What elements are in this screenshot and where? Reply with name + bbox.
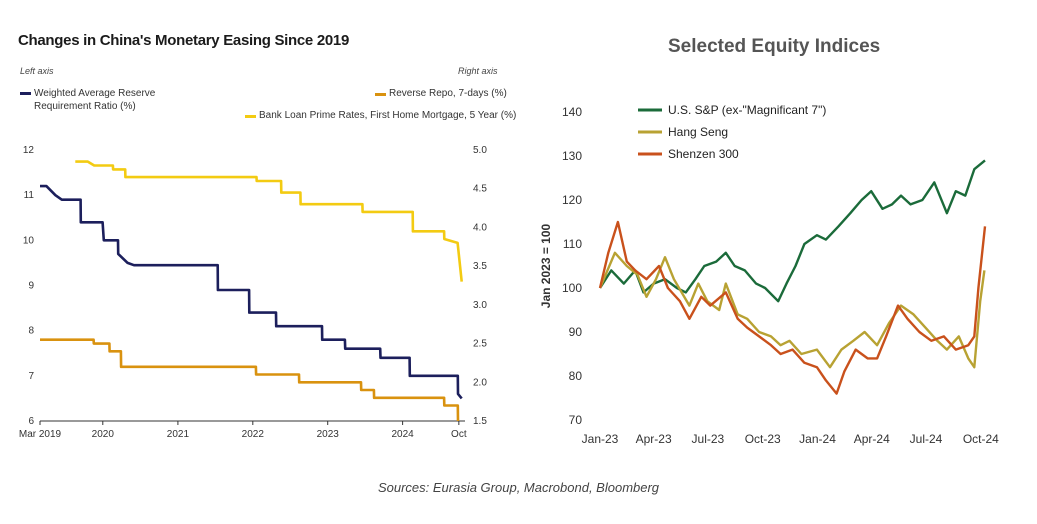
left-y-tick-label: 9	[28, 281, 34, 292]
legend-item-rrr: Weighted Average Reserve Requirement Rat…	[20, 87, 184, 113]
legend-label-lpr: Bank Loan Prime Rates, First Home Mortga…	[259, 110, 517, 121]
legend-swatch-lpr	[245, 115, 256, 118]
y-tick-label: 110	[563, 237, 582, 251]
y-tick-label: 100	[562, 281, 582, 295]
x-tick-label: Mar 2019	[19, 429, 62, 440]
legend-label-rrr: Weighted Average Reserve Requirement Rat…	[34, 88, 156, 112]
right-y-tick-label: 2.0	[473, 377, 487, 388]
x-tick-label: 2022	[242, 429, 265, 440]
x-tick-label: Jan-24	[799, 432, 836, 446]
right-chart-plot: 70 80 90 100 110 120 130 140 Jan-23 Apr-23 Jul-23 O…	[539, 103, 999, 446]
x-tick-label: 2021	[167, 429, 190, 440]
right-y-tick-label: 4.0	[473, 222, 487, 233]
left-y-tick-label: 7	[28, 371, 34, 382]
x-tick-label: Oct-23	[745, 432, 781, 446]
x-tick-label: Apr-23	[636, 432, 672, 446]
legend-item-lpr: Bank Loan Prime Rates, First Home Mortga…	[245, 110, 516, 121]
x-tick-label: Jul-23	[692, 432, 725, 446]
y-tick-label: 130	[562, 149, 582, 163]
x-tick-label: 2020	[92, 429, 115, 440]
x-tick-label: Jul-24	[910, 432, 943, 446]
sources-note: Sources: Eurasia Group, Macrobond, Bloom…	[377, 480, 660, 495]
right-y-tick-label: 1.5	[473, 416, 487, 427]
left-y-tick-label: 10	[23, 235, 35, 246]
right-y-tick-label: 4.5	[473, 184, 487, 195]
x-tick-label: Oct	[451, 429, 467, 440]
right-y-tick-label: 5.0	[473, 145, 487, 156]
legend-swatch-rrr	[20, 92, 31, 95]
y-tick-label: 140	[562, 105, 582, 119]
left-y-tick-label: 12	[23, 145, 35, 156]
right-y-tick-label: 2.5	[473, 339, 487, 350]
y-tick-label: 90	[569, 325, 583, 339]
y-tick-label: 120	[562, 193, 582, 207]
left-chart-title: Changes in China's Monetary Easing Since…	[18, 32, 350, 49]
series-line-hang-seng	[598, 251, 986, 369]
y-tick-label: 80	[569, 369, 583, 383]
series-line-reverse-repo-7-days	[40, 338, 460, 422]
left-axis-note: Left axis	[20, 66, 54, 76]
left-y-tick-label: 8	[28, 326, 34, 337]
y-tick-label: 70	[569, 413, 583, 427]
legend-label-hang-seng: Hang Seng	[668, 125, 728, 139]
legend-item-reverse-repo: Reverse Repo, 7-days (%)	[375, 88, 507, 99]
series-line-u-s-s-p-ex-magnificant-7	[598, 159, 986, 303]
x-tick-label: 2024	[391, 429, 414, 440]
right-axis-note: Right axis	[458, 66, 498, 76]
y-axis-label: Jan 2023 = 100	[539, 223, 553, 308]
right-y-tick-label: 3.0	[473, 300, 487, 311]
x-tick-label: Oct-24	[963, 432, 999, 446]
legend-label-shenzen-300: Shenzen 300	[668, 147, 739, 161]
right-chart-title: Selected Equity Indices	[668, 36, 881, 57]
right-chart-panel: Selected Equity Indices 70 80 90 100 110 120 1…	[520, 0, 1037, 460]
left-chart-plot: 6 7 8 9 10 11 12 1.5 2.0 2.5 3.0 3.5 4.0 4.5 5.0 Mar 20…	[19, 145, 487, 440]
left-chart-panel: Changes in China's Monetary Easing Since…	[0, 0, 516, 460]
series-line-weighted-average-reserve-requi	[40, 184, 463, 400]
left-y-tick-label: 11	[24, 190, 35, 201]
x-tick-label: 2023	[317, 429, 340, 440]
series-line-shenzen-300	[598, 220, 987, 395]
right-y-tick-label: 3.5	[473, 261, 487, 272]
legend-swatch-reverse-repo	[375, 93, 386, 96]
x-tick-label: Jan-23	[582, 432, 619, 446]
x-tick-label: Apr-24	[854, 432, 890, 446]
left-y-tick-label: 6	[28, 416, 34, 427]
legend-label-reverse-repo: Reverse Repo, 7-days (%)	[389, 88, 507, 99]
series-line-bank-loan-prime-rates-first-ho	[75, 160, 463, 282]
legend-label-u-s-s-p-ex-magnificant-7: U.S. S&P (ex-"Magnificant 7")	[668, 103, 826, 117]
